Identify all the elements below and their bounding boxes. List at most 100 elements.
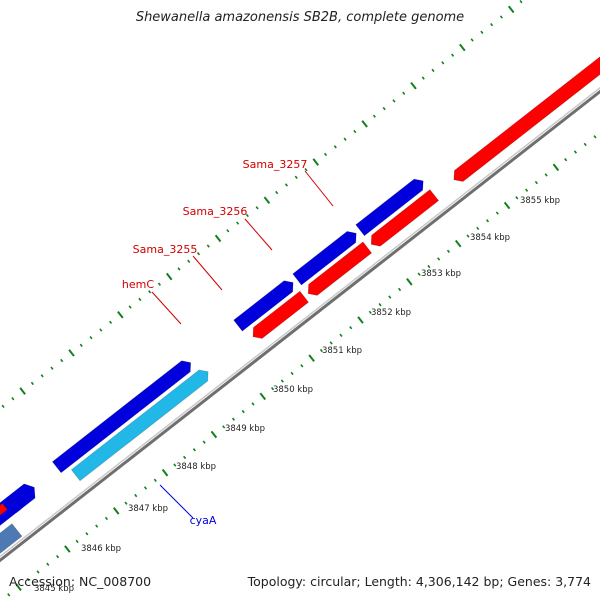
outer-track-minor-tick <box>138 297 142 302</box>
outer-track-minor-tick <box>109 320 113 325</box>
inner-track-minor-tick <box>7 593 11 597</box>
outer-track-minor-tick <box>402 91 406 96</box>
outer-track-minor-tick <box>382 106 386 111</box>
outer-track-major-tick <box>459 43 466 52</box>
scale-label: 3855 kbp <box>520 196 560 206</box>
gene-labels: Sama_3257 Sama_3256 Sama_3255 hemC cyaA <box>122 158 334 527</box>
inner-track-minor-tick <box>202 440 206 444</box>
gene-label-text: Sama_3257 <box>243 158 308 171</box>
gene-label-text: cyaA <box>190 514 217 527</box>
outer-track-minor-tick <box>148 290 152 294</box>
inner-track-minor-tick <box>85 532 89 536</box>
inner-track-minor-tick <box>134 493 138 498</box>
outer-track-major-tick <box>117 310 124 319</box>
inner-track-minor-tick <box>583 142 587 147</box>
gene-label-leader <box>151 291 182 325</box>
gene-label-text: hemC <box>122 278 154 291</box>
outer-track-minor-tick <box>255 206 259 210</box>
inner-track-major-tick <box>552 163 560 172</box>
small-forward-gene <box>8 499 23 514</box>
outer-track-minor-tick <box>11 397 15 401</box>
scale-label: 3852 kbp <box>371 308 411 318</box>
inner-track-minor-tick <box>593 135 597 139</box>
outer-track-minor-tick <box>490 22 494 27</box>
inner-track-minor-tick <box>427 264 431 269</box>
inner-track-minor-tick <box>437 257 441 261</box>
outer-track-minor-tick <box>1 404 5 409</box>
inner-track-minor-tick <box>417 272 421 276</box>
hemC-gene <box>233 280 294 332</box>
inner-track-minor-tick <box>124 501 128 505</box>
backbone-line <box>0 89 600 563</box>
scale-label: 3854 kbp <box>470 233 510 243</box>
gene-label-leader <box>192 255 223 291</box>
outer-track-minor-tick <box>431 68 435 73</box>
inner-track-minor-tick <box>231 417 236 421</box>
inner-track-minor-tick <box>56 554 60 559</box>
outer-track-major-tick <box>361 120 368 128</box>
inner-track-minor-tick <box>46 562 50 566</box>
reverse-gene-b <box>307 241 373 296</box>
map-title: Shewanella amazonensis SB2B, complete ge… <box>135 10 465 25</box>
inner-track-minor-tick <box>75 539 79 544</box>
outer-track-minor-tick <box>353 129 357 134</box>
outer-track-major-tick <box>19 387 26 395</box>
inner-track-minor-tick <box>183 455 187 460</box>
outer-track-minor-tick <box>499 15 503 19</box>
outer-track-minor-tick <box>470 38 474 42</box>
inner-track-minor-tick <box>26 577 30 582</box>
outer-track-minor-tick <box>480 30 484 34</box>
inner-track-minor-tick <box>104 516 108 521</box>
inner-track-major-tick <box>112 507 120 515</box>
scale-labels: 3845 kbp 3846 kbp 3847 kbp 3848 kbp 3849 kbp… <box>34 196 560 594</box>
inner-track-minor-tick <box>378 303 382 307</box>
inner-track-minor-tick <box>329 341 333 345</box>
reverse-gene-c <box>370 189 440 247</box>
outer-track-minor-tick <box>519 0 523 4</box>
outer-track-minor-tick <box>196 251 201 256</box>
inner-track-minor-tick <box>495 211 499 215</box>
inner-track-minor-tick <box>290 371 294 376</box>
inner-track-major-tick <box>64 545 71 553</box>
scale-label: 3846 kbp <box>81 544 121 554</box>
inner-track-minor-tick <box>446 249 450 253</box>
forward-gene <box>51 360 192 474</box>
inner-track-major-tick <box>406 278 413 286</box>
outer-track-minor-tick <box>294 175 298 179</box>
outer-track-minor-tick <box>323 152 328 157</box>
inner-track-minor-tick <box>300 364 304 368</box>
outer-track-minor-tick <box>128 305 132 309</box>
Sama_3256-gene <box>355 178 424 237</box>
inner-track-minor-tick <box>573 150 578 154</box>
outer-track-minor-tick <box>441 61 445 65</box>
outer-track-minor-tick <box>99 328 103 332</box>
scale-label: 3853 kbp <box>421 269 461 279</box>
inner-track-major-tick <box>210 430 218 439</box>
inner-track-major-tick <box>454 239 462 248</box>
small-reverse-gene <box>0 502 8 516</box>
inner-track-major-tick <box>503 201 511 210</box>
gene-features <box>0 56 600 554</box>
steelblue-feature <box>0 523 23 554</box>
scale-label: 3847 kbp <box>128 504 168 514</box>
gene-label-leader <box>244 218 273 251</box>
inner-track-minor-tick <box>485 219 490 223</box>
scale-label: 3850 kbp <box>273 385 313 395</box>
outer-track-minor-tick <box>187 259 191 263</box>
scale-label: 3845 kbp <box>34 584 74 594</box>
outer-track-minor-tick <box>60 358 64 363</box>
accession-label: Accession: NC_008700 <box>9 574 152 589</box>
outer-track-minor-tick <box>157 282 161 286</box>
backbone-group <box>0 86 600 563</box>
outer-track-minor-tick <box>333 145 337 149</box>
inner-track-major-tick <box>161 468 169 477</box>
outer-track-minor-tick <box>50 366 54 370</box>
inner-track-minor-tick <box>349 325 353 330</box>
outer-track-minor-tick <box>89 335 93 340</box>
outer-track-major-tick <box>68 349 75 357</box>
inner-track-minor-tick <box>534 180 538 185</box>
inner-track-minor-tick <box>339 333 343 337</box>
gene-label-text: Sama_3256 <box>183 205 248 218</box>
